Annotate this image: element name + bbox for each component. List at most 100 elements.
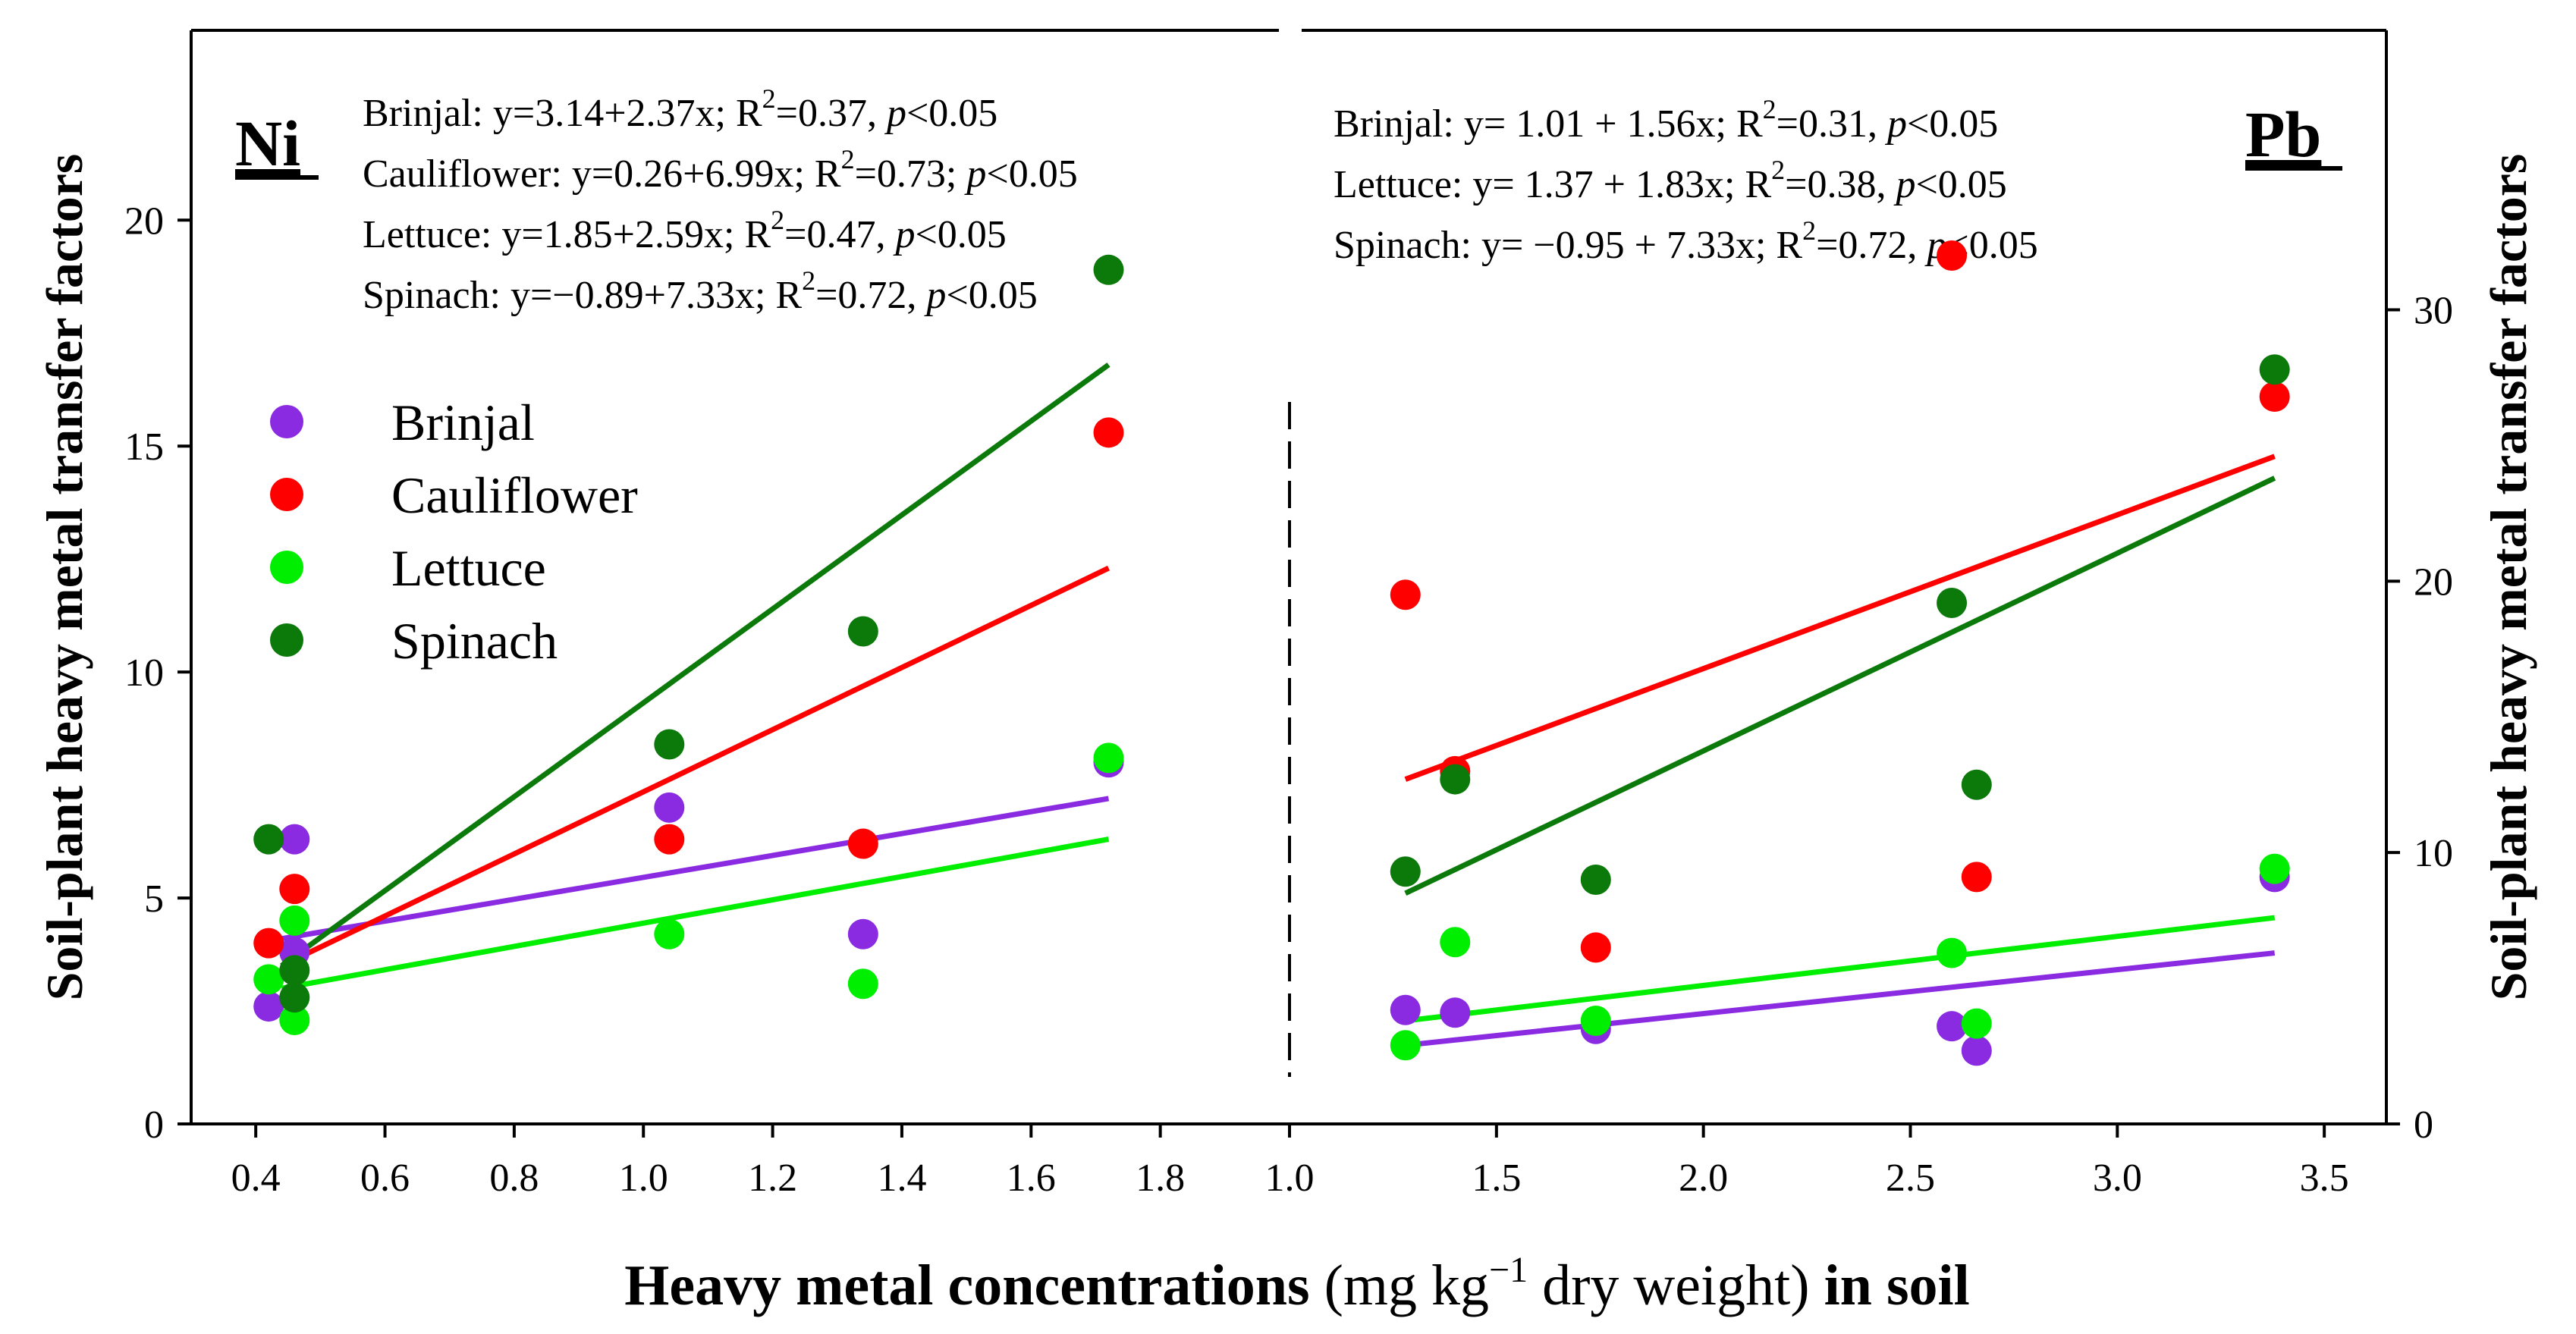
x-axis-label-unit: (mg kg xyxy=(1310,1254,1489,1317)
equation-pb-brinjal: Brinjal: y= 1.01 + 1.56x; R2=0.31, p<0.0… xyxy=(1334,94,1998,146)
regression-equations-pb: Brinjal: y= 1.01 + 1.56x; R2=0.31, p<0.0… xyxy=(1334,94,2038,267)
x-tick-label-ni: 1.4 xyxy=(877,1157,926,1200)
fit-line-ni-spinach xyxy=(280,363,1111,968)
point-pb-brinjal xyxy=(1937,1011,1968,1042)
fit-line-ni-cauliflower xyxy=(280,565,1111,968)
point-pb-lettuce xyxy=(2259,853,2290,884)
legend: Brinjal Cauliflower Lettuce Spinach xyxy=(270,394,638,670)
x-tick-label-ni: 0.4 xyxy=(231,1157,281,1200)
equation-pb-spinach: Spinach: y= −0.95 + 7.33x; R2=0.72, p<0.… xyxy=(1334,215,2038,267)
point-ni-spinach xyxy=(279,982,310,1013)
point-pb-cauliflower xyxy=(1390,579,1421,611)
point-ni-lettuce xyxy=(847,968,878,1000)
fit-lines-layer xyxy=(280,363,2276,1048)
point-pb-spinach xyxy=(1961,769,1992,800)
y-tick-label-pb: 0 xyxy=(2414,1103,2433,1147)
point-pb-brinjal xyxy=(1961,1035,1992,1066)
x-tick-label-ni: 1.8 xyxy=(1136,1157,1185,1200)
y-tick-label-ni: 20 xyxy=(124,199,164,243)
point-ni-lettuce xyxy=(279,905,310,936)
point-pb-cauliflower xyxy=(1961,862,1992,893)
legend-label-spinach: Spinach xyxy=(391,612,558,670)
point-pb-lettuce xyxy=(1580,1006,1611,1037)
x-tick-label-pb: 3.0 xyxy=(2093,1157,2142,1200)
point-pb-spinach xyxy=(1580,864,1611,895)
fit-line-pb-brinjal xyxy=(1405,950,2276,1048)
point-ni-lettuce xyxy=(1093,742,1124,774)
panel-label-ni: Ni xyxy=(235,107,300,180)
point-ni-lettuce xyxy=(279,1004,310,1035)
point-ni-brinjal xyxy=(654,792,685,823)
x-tick-label-pb: 3.5 xyxy=(2300,1157,2349,1200)
legend-label-brinjal: Brinjal xyxy=(391,394,535,451)
point-ni-spinach xyxy=(847,616,878,647)
point-pb-cauliflower xyxy=(1580,932,1611,963)
y-tick-label-ni: 10 xyxy=(124,651,164,695)
point-ni-lettuce xyxy=(654,918,685,949)
legend-marker-lettuce xyxy=(270,551,303,584)
point-pb-spinach xyxy=(1390,856,1421,887)
point-pb-lettuce xyxy=(1961,1008,1992,1039)
x-tick-label-ni: 1.6 xyxy=(1007,1157,1056,1200)
equation-ni-cauliflower: Cauliflower: y=0.26+6.99x; R2=0.73; p<0.… xyxy=(363,144,1078,196)
equation-ni-lettuce: Lettuce: y=1.85+2.59x; R2=0.47, p<0.05 xyxy=(363,205,1007,256)
point-ni-brinjal xyxy=(279,824,310,855)
y-axis-label-left: Soil-plant heavy metal transfer factors xyxy=(36,154,93,1001)
x-tick-label-ni: 0.6 xyxy=(360,1157,410,1200)
fit-line-pb-cauliflower xyxy=(1404,454,2276,782)
plot-frame xyxy=(190,29,2388,1125)
y-tick-label-ni: 15 xyxy=(124,425,164,469)
equation-ni-spinach: Spinach: y=−0.89+7.33x; R2=0.72, p<0.05 xyxy=(363,265,1038,317)
y-axis-label-right: Soil-plant heavy metal transfer factors xyxy=(2480,154,2537,1001)
point-ni-spinach xyxy=(253,824,284,855)
x-tick-label-ni: 1.2 xyxy=(748,1157,797,1200)
equation-pb-lettuce: Lettuce: y= 1.37 + 1.83x; R2=0.38, p<0.0… xyxy=(1334,155,2007,206)
x-axis-label-part3: in soil xyxy=(1810,1254,1970,1317)
point-ni-lettuce xyxy=(253,964,284,995)
point-ni-cauliflower xyxy=(253,928,284,959)
legend-marker-cauliflower xyxy=(270,478,303,511)
point-ni-cauliflower xyxy=(654,824,685,855)
point-pb-brinjal xyxy=(1390,994,1421,1025)
y-tick-label-pb: 10 xyxy=(2414,832,2453,875)
x-tick-label-ni: 0.8 xyxy=(489,1157,539,1200)
x-tick-label-pb: 2.5 xyxy=(1886,1157,1935,1200)
x-axis-label: Heavy metal concentrations (mg kg−1 dry … xyxy=(624,1250,1970,1317)
y-tick-label-ni: 0 xyxy=(144,1103,164,1147)
point-ni-brinjal xyxy=(847,918,878,949)
x-tick-label-ni: 1.0 xyxy=(619,1157,668,1200)
fit-line-ni-brinjal xyxy=(281,796,1110,942)
point-pb-lettuce xyxy=(1440,927,1471,958)
point-ni-cauliflower xyxy=(279,874,310,905)
ticks-layer: 0.4 0.6 0.8 1.0 1.2 1.4 1.6 1.8 0 5 10 15 20 1.0 1.5 2.… xyxy=(124,199,2453,1200)
point-ni-spinach xyxy=(279,955,310,986)
x-axis-label-unit-exponent: −1 xyxy=(1489,1250,1528,1290)
x-axis-label-part1: Heavy metal concentrations xyxy=(624,1254,1309,1317)
regression-equations-ni: Brinjal: y=3.14+2.37x; R2=0.37, p<0.05 C… xyxy=(363,83,1078,317)
fit-line-pb-spinach xyxy=(1404,476,2276,896)
x-axis-label-unit-tail: dry weight) xyxy=(1528,1254,1809,1317)
point-pb-spinach xyxy=(1937,587,1968,618)
data-points-layer xyxy=(253,240,2290,1066)
equation-ni-brinjal: Brinjal: y=3.14+2.37x; R2=0.37, p<0.05 xyxy=(363,83,997,135)
legend-marker-brinjal xyxy=(270,405,303,438)
point-ni-brinjal xyxy=(253,991,284,1022)
x-tick-label-pb: 1.0 xyxy=(1265,1157,1315,1200)
panel-label-pb: Pb xyxy=(2245,98,2321,171)
x-tick-label-pb: 2.0 xyxy=(1679,1157,1728,1200)
point-pb-spinach xyxy=(1440,764,1471,795)
point-pb-brinjal xyxy=(1440,997,1471,1028)
point-pb-cauliflower xyxy=(2259,381,2290,413)
point-pb-lettuce xyxy=(1390,1030,1421,1061)
point-pb-cauliflower xyxy=(1937,240,1968,271)
x-tick-label-pb: 1.5 xyxy=(1472,1157,1521,1200)
legend-marker-spinach xyxy=(270,623,303,657)
legend-label-cauliflower: Cauliflower xyxy=(391,466,638,524)
fit-line-ni-lettuce xyxy=(281,836,1110,991)
y-tick-label-pb: 20 xyxy=(2414,560,2453,604)
fit-line-pb-lettuce xyxy=(1405,915,2276,1024)
point-ni-spinach xyxy=(1093,254,1124,285)
legend-label-lettuce: Lettuce xyxy=(391,539,546,597)
point-ni-spinach xyxy=(654,729,685,760)
